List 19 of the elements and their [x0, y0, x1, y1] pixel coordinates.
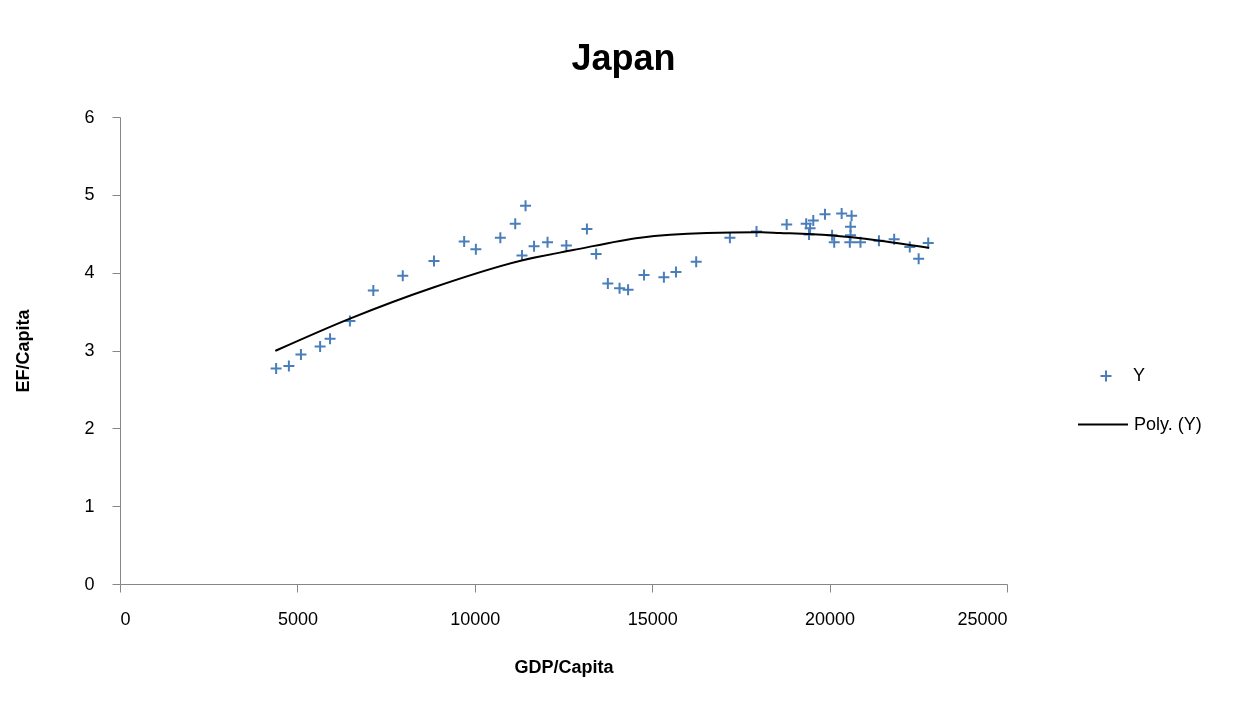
x-tick-label: 25000: [957, 608, 1008, 629]
y-tick-label: 3: [84, 340, 95, 360]
y-tick-label: 4: [84, 262, 95, 283]
legend-label: Poly. (Y): [1134, 413, 1202, 434]
line-series: [275, 231, 930, 352]
y-tick-label: 5: [84, 184, 95, 205]
y-tick-label: 6: [84, 106, 95, 127]
x-tick-label: 0: [120, 608, 131, 629]
y-tick-label: 1: [84, 495, 95, 516]
chart-title: Japan: [571, 37, 676, 78]
y-axis-title: EF/Capita: [13, 308, 34, 393]
y-tick-label: 0: [84, 573, 95, 594]
x-tick-label: 15000: [627, 608, 678, 629]
y-tick-label: 2: [84, 417, 95, 438]
x-tick-label: 20000: [805, 608, 856, 629]
x-axis-title: GDP/Capita: [514, 656, 615, 677]
legend-label: Y: [1133, 365, 1146, 385]
x-tick-label: 5000: [277, 608, 318, 629]
x-tick-label: 10000: [450, 608, 501, 629]
